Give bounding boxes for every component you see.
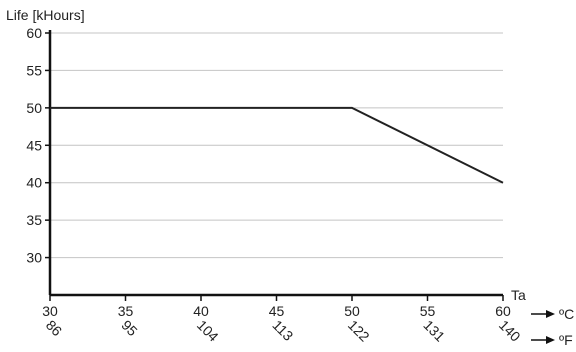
- celsius-unit-label: ºC: [559, 306, 574, 322]
- x-tick-label-celsius: 35: [118, 303, 134, 319]
- axis-ticks: 3035404550556030863595401044511350122551…: [26, 25, 523, 345]
- y-tick-label: 50: [26, 100, 42, 116]
- y-tick-label: 35: [26, 212, 42, 228]
- x-tick-label-fahrenheit: 95: [118, 317, 140, 339]
- x-tick-label-fahrenheit: 86: [43, 317, 65, 339]
- celsius-unit-indicator: ºC: [531, 306, 574, 322]
- x-tick-label-celsius: 50: [344, 303, 360, 319]
- axes: [48, 30, 503, 297]
- x-tick-label-fahrenheit: 104: [194, 317, 222, 345]
- x-tick-label-fahrenheit: 122: [345, 317, 373, 345]
- x-tick-label-fahrenheit: 131: [420, 317, 448, 345]
- grid-lines: [50, 32, 503, 259]
- fahrenheit-unit-label: ºF: [559, 332, 573, 348]
- y-axis-title: Life [kHours]: [6, 7, 85, 23]
- y-tick-label: 60: [26, 25, 42, 41]
- y-tick-label: 30: [26, 250, 42, 266]
- x-tick-label-celsius: 45: [269, 303, 285, 319]
- y-tick-label: 45: [26, 137, 42, 153]
- x-tick-label-fahrenheit: 140: [496, 317, 524, 345]
- x-tick-label-celsius: 30: [42, 303, 58, 319]
- x-tick-label-celsius: 55: [420, 303, 436, 319]
- x-tick-label-celsius: 40: [193, 303, 209, 319]
- y-tick-label: 40: [26, 175, 42, 191]
- x-axis-title: Ta: [511, 287, 526, 303]
- life-curve-line: [50, 106, 504, 184]
- series: [50, 106, 504, 184]
- x-tick-label-celsius: 60: [495, 303, 511, 319]
- x-tick-label-fahrenheit: 113: [269, 317, 296, 344]
- fahrenheit-unit-indicator: ºF: [531, 332, 573, 348]
- y-tick-label: 55: [26, 62, 42, 78]
